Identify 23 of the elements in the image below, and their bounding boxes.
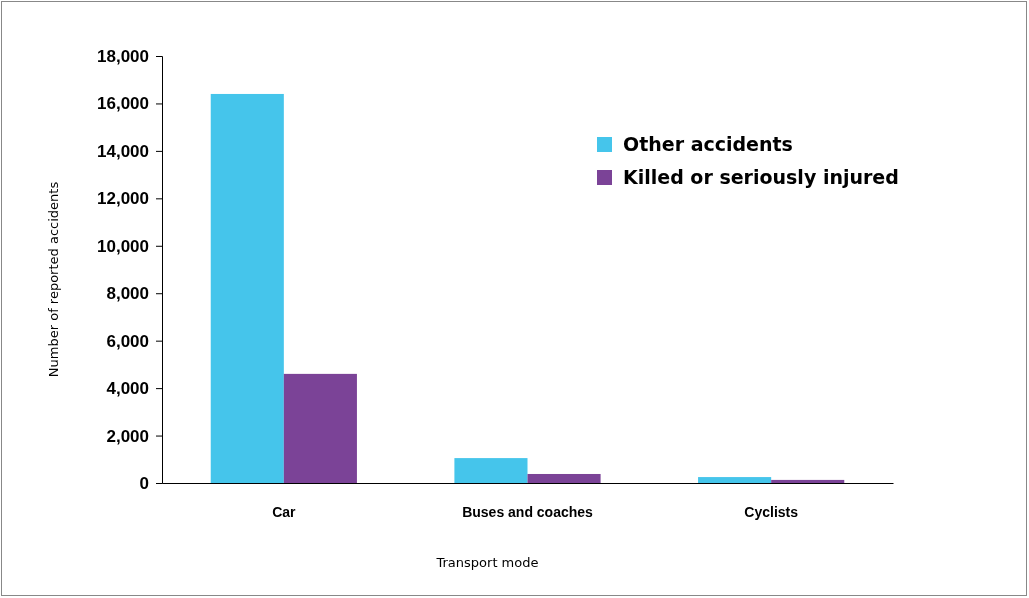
y-tick-label: 4,000 xyxy=(106,379,149,399)
y-tick-label: 6,000 xyxy=(106,331,149,351)
x-tick-label: Car xyxy=(272,503,297,520)
legend-label: Other accidents xyxy=(623,133,793,155)
bar xyxy=(454,458,528,483)
bar xyxy=(527,473,601,483)
legend-label: Killed or seriously injured xyxy=(623,166,899,188)
bar xyxy=(283,373,357,483)
y-tick-label: 2,000 xyxy=(106,426,149,446)
x-axis-title: Transport mode xyxy=(435,555,539,570)
bar xyxy=(771,479,845,483)
x-tick-label: Cyclists xyxy=(744,503,799,520)
x-tick-label: Buses and coaches xyxy=(462,503,594,520)
bar xyxy=(698,477,772,483)
y-tick-label: 8,000 xyxy=(106,284,149,304)
y-tick-label: 16,000 xyxy=(97,94,149,114)
y-tick-label: 10,000 xyxy=(97,236,149,256)
y-tick-label: 18,000 xyxy=(97,46,149,66)
y-tick-label: 14,000 xyxy=(97,141,149,161)
y-tick-label: 12,000 xyxy=(97,189,149,209)
y-tick-label: 0 xyxy=(139,473,149,493)
bar xyxy=(210,93,284,483)
y-axis-title: Number of reported accidents xyxy=(46,181,61,378)
